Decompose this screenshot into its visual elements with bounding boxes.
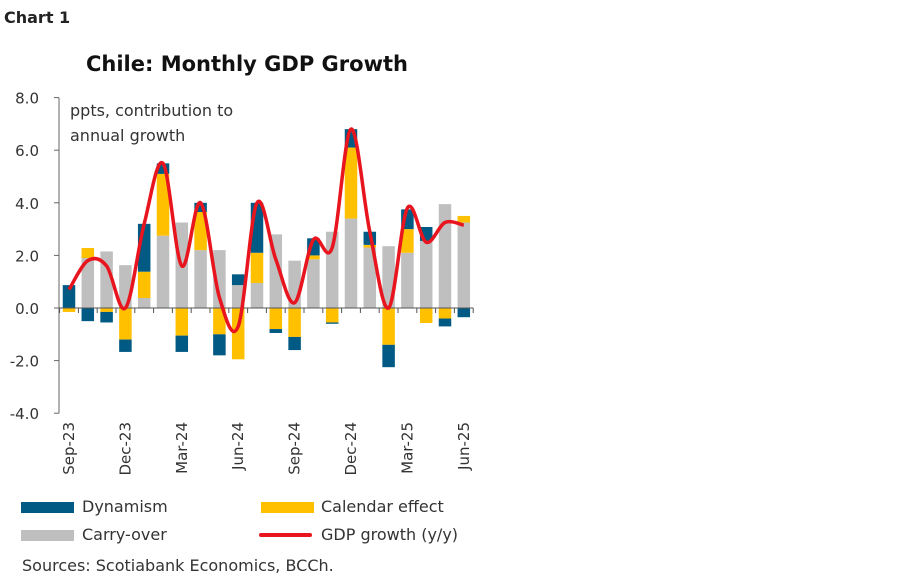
- bar-carry-over-Jan-25: [363, 247, 377, 308]
- bar-calendar-effect-Sep-23: [62, 308, 76, 312]
- chart-title: Chile: Monthly GDP Growth: [86, 52, 408, 76]
- bar-dynamism-Nov-24: [325, 322, 339, 324]
- bar-dynamism-Apr-24: [194, 202, 207, 213]
- legend-swatch-calendar: [261, 502, 314, 513]
- sources-note: Sources: Scotiabank Economics, BCCh.: [22, 556, 334, 575]
- bar-calendar-effect-Jun-25: [457, 215, 471, 223]
- legend-swatch-dynamism: [21, 502, 74, 513]
- bar-dynamism-Nov-23: [100, 311, 113, 323]
- bar-dynamism-Feb-24: [156, 163, 170, 174]
- bar-carry-over-Apr-25: [419, 240, 433, 308]
- x-tick-label: Sep-23: [60, 422, 78, 475]
- bar-carry-over-Oct-23: [81, 258, 95, 308]
- bar-dynamism-Dec-23: [119, 339, 132, 352]
- bar-calendar-effect-Nov-24: [325, 308, 339, 323]
- legend-swatch-carry-over: [21, 530, 74, 541]
- y-tick-label: 4.0: [15, 195, 39, 213]
- y-tick-label: 0.0: [15, 300, 39, 318]
- y-tick-label: -2.0: [10, 353, 39, 371]
- bar-carry-over-Apr-24: [194, 250, 207, 308]
- chart-plot: ppts, contribution to annual growth -4.0…: [10, 90, 474, 476]
- y-tick-label: -4.0: [10, 405, 39, 423]
- bar-calendar-effect-Jan-25: [363, 244, 377, 248]
- x-tick-label: Dec-23: [116, 422, 134, 476]
- bar-calendar-effect-Mar-25: [401, 229, 414, 253]
- bar-calendar-effect-Jan-24: [137, 271, 151, 299]
- bar-calendar-effect-Jun-24: [231, 308, 245, 360]
- x-tick-label: Jun-24: [229, 422, 247, 471]
- bar-carry-over-Feb-24: [156, 235, 170, 308]
- x-tick-label: Jun-25: [455, 422, 473, 471]
- legend-label-gdp: GDP growth (y/y): [321, 525, 459, 544]
- annotation-line-1: ppts, contribution to: [70, 101, 233, 120]
- bar-dynamism-Mar-24: [175, 335, 189, 352]
- bar-dynamism-Feb-25: [382, 344, 395, 368]
- bar-calendar-effect-Apr-25: [419, 308, 433, 323]
- bar-dynamism-Oct-23: [81, 308, 95, 322]
- bar-carry-over-Jun-25: [457, 222, 471, 308]
- bar-calendar-effect-May-24: [213, 308, 226, 335]
- bar-carry-over-May-25: [438, 204, 452, 308]
- bar-calendar-effect-Sep-24: [288, 308, 301, 337]
- bar-carry-over-Jan-24: [137, 298, 151, 308]
- y-tick-label: 6.0: [15, 142, 39, 160]
- bar-calendar-effect-Apr-24: [194, 212, 207, 251]
- bar-carry-over-May-24: [213, 250, 226, 308]
- bar-dynamism-May-25: [438, 318, 452, 327]
- gdp-growth-line: [67, 127, 465, 334]
- bar-calendar-effect-Dec-24: [344, 147, 358, 219]
- legend-swatch-gdp: [259, 533, 312, 537]
- annotation-line-2: annual growth: [70, 126, 185, 145]
- bar-carry-over-Mar-25: [401, 252, 414, 308]
- bar-calendar-effect-Feb-24: [156, 173, 170, 236]
- x-tick-label: Dec-24: [342, 422, 360, 476]
- bar-dynamism-May-24: [213, 334, 226, 356]
- bar-calendar-effect-Aug-24: [269, 308, 283, 330]
- x-tick-label: Mar-25: [398, 422, 416, 474]
- y-tick-label: 8.0: [15, 90, 39, 108]
- chart-label: Chart 1: [4, 8, 71, 27]
- bar-carry-over-Oct-24: [307, 259, 320, 308]
- bar-dynamism-Jun-25: [457, 308, 471, 318]
- x-tick-label: Mar-24: [173, 422, 191, 474]
- bar-calendar-effect-Feb-25: [382, 308, 395, 345]
- legend-label-carry-over: Carry-over: [82, 525, 167, 544]
- legend-label-calendar: Calendar effect: [321, 497, 444, 516]
- legend-label-dynamism: Dynamism: [82, 497, 168, 516]
- bar-calendar-effect-Nov-23: [100, 308, 113, 312]
- bar-calendar-effect-Mar-24: [175, 308, 189, 336]
- bar-dynamism-Jun-24: [231, 274, 245, 286]
- bar-calendar-effect-Oct-24: [307, 255, 320, 260]
- bar-carry-over-Nov-23: [100, 251, 113, 308]
- bar-carry-over-Jul-24: [250, 283, 264, 308]
- bar-calendar-effect-Jul-24: [250, 252, 264, 284]
- bar-dynamism-Aug-24: [269, 329, 283, 333]
- bar-dynamism-Sep-24: [288, 336, 301, 351]
- y-tick-label: 2.0: [15, 247, 39, 265]
- bar-calendar-effect-Oct-23: [81, 248, 95, 259]
- x-tick-label: Sep-24: [286, 422, 304, 475]
- bar-calendar-effect-Dec-23: [119, 308, 132, 340]
- bar-dynamism-Sep-23: [62, 285, 76, 308]
- bar-calendar-effect-May-25: [438, 308, 452, 319]
- bar-carry-over-Dec-24: [344, 218, 358, 308]
